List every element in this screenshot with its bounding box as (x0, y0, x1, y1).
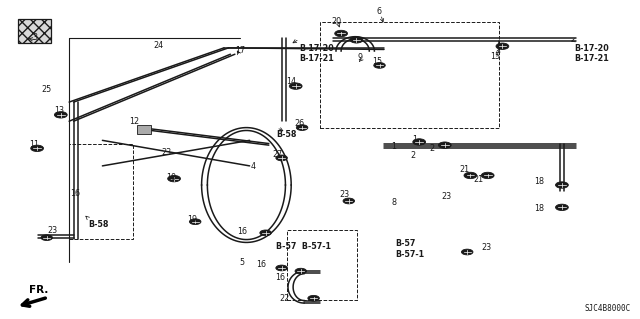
Text: 5: 5 (239, 258, 244, 267)
Circle shape (31, 145, 44, 152)
Text: 6: 6 (376, 7, 381, 16)
Text: 21: 21 (460, 165, 470, 174)
Text: 1: 1 (412, 135, 417, 144)
Text: 17: 17 (235, 46, 245, 55)
Text: 15: 15 (490, 52, 500, 61)
Text: 16: 16 (70, 189, 81, 198)
Text: 26: 26 (294, 119, 305, 128)
Text: B-58: B-58 (88, 220, 109, 229)
Text: FR.: FR. (29, 285, 48, 295)
Text: 2: 2 (429, 144, 435, 153)
Text: 23: 23 (339, 190, 349, 199)
Circle shape (296, 125, 308, 130)
Circle shape (335, 30, 348, 37)
Text: 24: 24 (154, 41, 164, 50)
Circle shape (289, 83, 302, 89)
Text: 22: 22 (280, 294, 290, 303)
Text: 2: 2 (410, 151, 415, 160)
Text: B-58: B-58 (276, 130, 297, 139)
Bar (69, 144, 133, 239)
Text: B-17-20
B-17-21: B-17-20 B-17-21 (575, 44, 609, 63)
Text: 23: 23 (442, 192, 452, 201)
Text: 10: 10 (166, 173, 177, 182)
Text: 4: 4 (250, 162, 255, 171)
Text: 8: 8 (392, 198, 397, 207)
Text: B-57
B-57-1: B-57 B-57-1 (396, 239, 425, 259)
Bar (137, 125, 151, 134)
Text: 14: 14 (286, 78, 296, 86)
Text: B-17-20
B-17-21: B-17-20 B-17-21 (300, 44, 334, 63)
Text: 15: 15 (372, 57, 383, 66)
Text: 18: 18 (534, 177, 544, 186)
Circle shape (343, 198, 355, 204)
Circle shape (556, 182, 568, 188)
Text: 9: 9 (357, 53, 362, 62)
Circle shape (374, 63, 385, 68)
Circle shape (295, 268, 307, 274)
Bar (18, 19, 51, 43)
Text: B-57  B-57-1: B-57 B-57-1 (276, 242, 332, 251)
Text: 25: 25 (42, 85, 52, 94)
Text: 16: 16 (256, 260, 266, 269)
Text: 23: 23 (481, 243, 492, 252)
Circle shape (461, 249, 473, 255)
Circle shape (481, 172, 494, 179)
Text: 3: 3 (33, 33, 38, 42)
Text: 16: 16 (275, 273, 285, 282)
Circle shape (413, 139, 426, 145)
Text: 21: 21 (474, 175, 484, 184)
Text: 13: 13 (54, 106, 64, 115)
Text: SJC4B8000C: SJC4B8000C (584, 304, 630, 313)
Text: 20: 20 (331, 17, 341, 26)
Circle shape (350, 37, 363, 43)
Circle shape (496, 43, 509, 49)
Circle shape (41, 235, 52, 241)
Circle shape (276, 155, 287, 161)
Circle shape (168, 175, 180, 182)
Circle shape (54, 112, 67, 118)
Text: 1: 1 (391, 142, 396, 151)
Text: 16: 16 (237, 227, 247, 236)
Circle shape (260, 230, 271, 236)
Circle shape (556, 204, 568, 211)
Bar (320, 22, 499, 128)
Text: 12: 12 (129, 117, 140, 126)
Bar (287, 230, 357, 300)
Circle shape (464, 172, 477, 179)
Circle shape (189, 219, 201, 225)
Circle shape (308, 295, 319, 301)
Text: 27: 27 (272, 150, 282, 159)
Text: 11: 11 (29, 140, 39, 149)
Text: 23: 23 (161, 148, 172, 157)
Circle shape (438, 142, 451, 148)
Circle shape (276, 265, 287, 271)
Text: 19: 19 (187, 215, 197, 224)
Text: 18: 18 (534, 204, 544, 213)
Text: 23: 23 (47, 226, 58, 235)
